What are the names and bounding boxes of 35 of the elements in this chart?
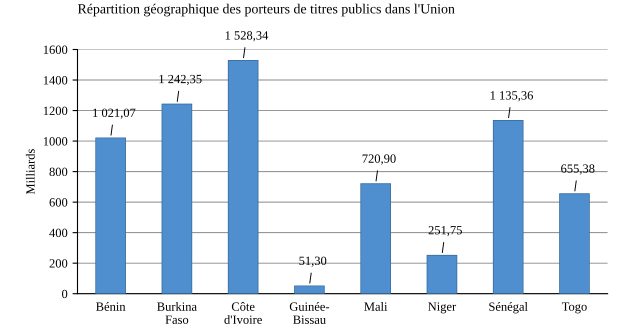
x-tick-label: Bénin [96,302,126,311]
y-axis-title: Milliards [26,149,35,194]
x-tick-label: Niger [428,302,456,314]
y-tick-label: 1600 [44,46,68,54]
y-tick-label: 1200 [44,106,68,116]
y-tick-label: 400 [49,228,68,238]
data-label: 655,38 [561,164,594,175]
bar [294,285,325,294]
data-label: 1 021,07 [93,108,136,119]
x-tick-label: Guinée- Bissau [290,302,330,324]
bar [559,193,590,294]
data-label: 1 242,35 [159,74,202,86]
bar [360,183,392,294]
x-tick-label: Sénégal [489,302,528,314]
data-label: 1 528,34 [226,31,268,42]
y-tick-label: 800 [50,168,68,176]
y-tick-label: 1000 [44,137,68,146]
y-tick-label: 0 [62,290,68,298]
chart-title: Répartition géographique des porteurs de titres publics dans l'Union [78,4,455,16]
y-tick-label: 1400 [44,76,68,84]
x-tick-label: Côte d'Ivoire [224,302,262,324]
y-tick-label: 200 [50,259,68,268]
y-tick-label: 600 [50,198,68,207]
data-label: 1 135,36 [490,91,534,102]
bar [228,60,258,294]
bar [426,254,458,294]
data-label: 251,75 [428,226,462,236]
data-label: 51,30 [299,256,326,267]
x-tick-label: Togo [562,302,587,314]
bar [492,120,524,294]
bar [95,137,126,294]
bar [162,104,192,294]
data-label: 720,90 [362,154,396,165]
x-tick-label: Mali [364,302,388,311]
x-tick-label: Burkina Faso [157,302,197,324]
